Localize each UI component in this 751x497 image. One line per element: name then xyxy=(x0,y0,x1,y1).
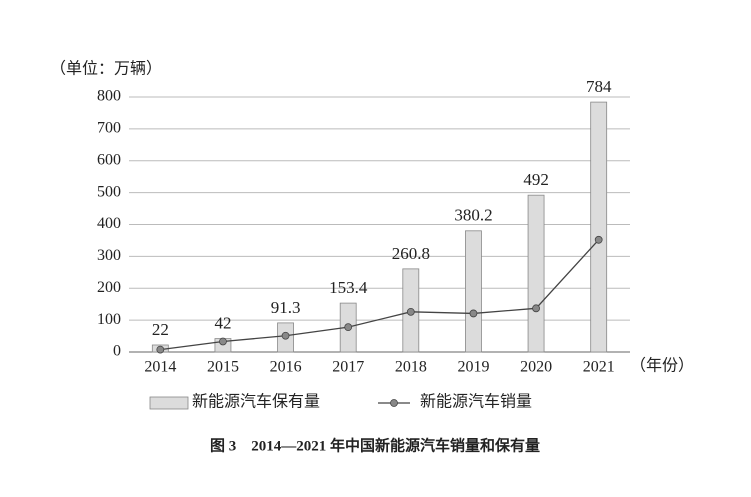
x-tick-label: 2020 xyxy=(520,359,552,376)
line xyxy=(160,239,600,351)
y-tick-label: 500 xyxy=(97,183,121,200)
y-tick-label: 0 xyxy=(113,343,121,360)
y-axis-label: （单位：万辆） xyxy=(50,60,162,78)
y-tick-label: 200 xyxy=(97,279,121,296)
bar xyxy=(465,230,482,353)
data-label: 380.2 xyxy=(454,206,492,225)
y-tick-label: 400 xyxy=(97,215,121,232)
data-label: 784 xyxy=(586,77,612,96)
marker xyxy=(469,309,478,318)
marker xyxy=(406,307,415,316)
data-label: 153.4 xyxy=(329,278,368,297)
legend-label: 新能源汽车保有量 xyxy=(192,393,320,411)
y-tick-label: 800 xyxy=(97,88,121,105)
legend-swatch xyxy=(149,396,189,410)
bar xyxy=(590,101,608,353)
chart-title: 图 3 2014—2021 年中国新能源汽车销量和保有量 xyxy=(210,436,540,454)
y-tick-label: 300 xyxy=(97,247,121,264)
x-tick-label: 2014 xyxy=(144,359,176,376)
legend-marker xyxy=(390,399,398,407)
data-label: 492 xyxy=(523,170,549,189)
y-tick-label: 100 xyxy=(97,311,121,328)
x-tick-label: 2019 xyxy=(457,359,489,376)
x-tick-label: 2015 xyxy=(207,359,239,376)
x-tick-label: 2021 xyxy=(583,359,615,376)
data-label: 91.3 xyxy=(271,298,301,317)
marker xyxy=(344,323,353,332)
x-tick-label: 2017 xyxy=(332,359,364,376)
data-label: 260.8 xyxy=(392,244,430,263)
marker xyxy=(594,235,603,244)
marker xyxy=(219,337,227,346)
marker xyxy=(281,331,290,340)
x-tick-label: 2016 xyxy=(270,359,302,376)
marker xyxy=(156,345,165,354)
bar xyxy=(527,194,545,353)
data-label: 22 xyxy=(152,320,169,339)
data-label: 42 xyxy=(214,314,231,333)
y-tick-label: 700 xyxy=(97,120,121,137)
x-axis-label: （年份） xyxy=(630,357,694,375)
marker xyxy=(532,304,540,313)
x-tick-label: 2018 xyxy=(395,359,427,376)
legend-label: 新能源汽车销量 xyxy=(420,393,532,411)
y-tick-label: 600 xyxy=(97,151,121,168)
